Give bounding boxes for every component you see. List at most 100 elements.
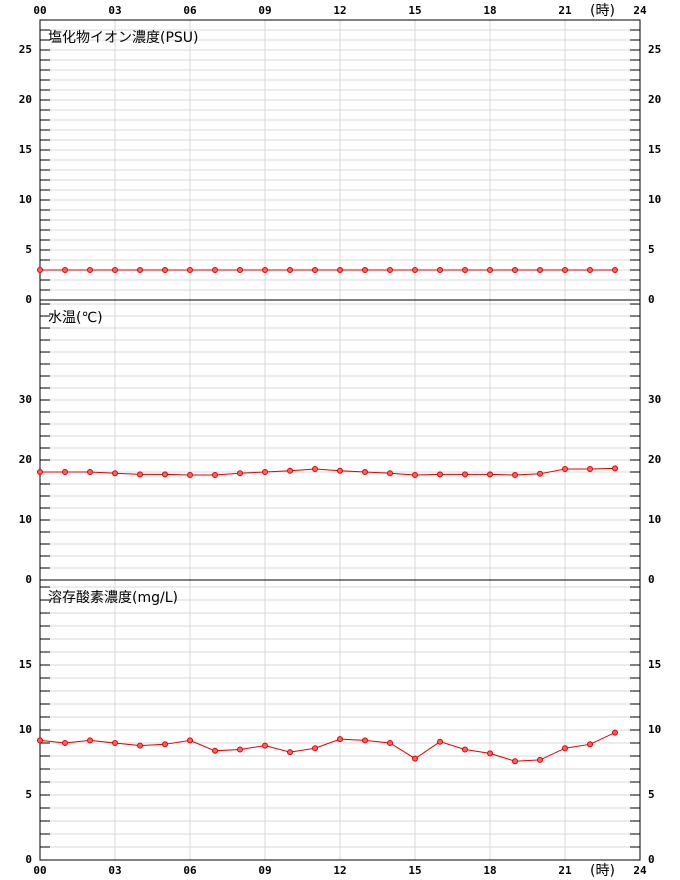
- y-tick-label: 10: [648, 513, 661, 526]
- data-point: [162, 267, 168, 273]
- x-tick-label: 15: [408, 4, 421, 17]
- data-point: [162, 471, 168, 478]
- x-tick-label: 00: [33, 864, 46, 877]
- data-point: [437, 471, 443, 478]
- panel-title: 塩化物イオン濃度(PSU): [48, 30, 199, 46]
- x-unit-label: (時): [590, 3, 615, 19]
- data-point: [212, 267, 218, 273]
- series-line: [40, 467, 616, 476]
- data-point: [187, 472, 193, 479]
- x-tick-label: 12: [333, 4, 346, 17]
- data-point: [37, 469, 43, 476]
- y-tick-label: 25: [19, 43, 32, 56]
- data-point: [512, 472, 518, 479]
- x-tick-label: 00: [33, 4, 46, 17]
- data-point: [412, 755, 418, 762]
- data-point: [212, 747, 218, 754]
- data-point: [537, 756, 543, 763]
- y-tick-label: 20: [648, 93, 661, 106]
- y-tick-label: 15: [648, 143, 661, 156]
- data-point: [512, 758, 518, 765]
- data-point: [312, 466, 318, 473]
- y-tick-label: 10: [648, 193, 661, 206]
- y-tick-label: 15: [19, 658, 32, 671]
- data-point: [337, 267, 343, 273]
- y-tick-label: 30: [19, 393, 32, 406]
- data-point: [362, 469, 368, 476]
- data-point: [562, 466, 568, 473]
- data-point: [237, 746, 243, 753]
- y-tick-label: 5: [25, 788, 32, 801]
- y-tick-label: 0: [648, 853, 655, 866]
- series-line: [39, 732, 616, 762]
- y-tick-label: 10: [19, 513, 32, 526]
- data-point: [312, 267, 318, 273]
- y-tick-label: 0: [648, 573, 655, 586]
- x-tick-label: 18: [483, 864, 496, 877]
- data-point: [37, 267, 43, 273]
- data-point: [612, 465, 618, 472]
- data-point: [462, 746, 468, 753]
- data-point: [337, 467, 343, 474]
- data-point: [162, 741, 168, 748]
- data-point: [612, 267, 618, 273]
- data-point: [487, 750, 493, 757]
- data-point: [362, 737, 368, 744]
- y-tick-label: 5: [648, 243, 655, 256]
- data-point: [312, 745, 318, 752]
- y-tick-label: 10: [19, 723, 32, 736]
- data-point: [137, 471, 143, 478]
- data-point: [512, 267, 518, 273]
- x-tick-label: 18: [483, 4, 496, 17]
- y-tick-label: 5: [25, 243, 32, 256]
- panel-title: 水温(℃): [48, 310, 103, 326]
- data-point: [562, 745, 568, 752]
- data-point: [62, 469, 68, 476]
- data-point: [612, 729, 618, 736]
- y-tick-label: 10: [648, 723, 661, 736]
- data-point: [237, 267, 243, 273]
- y-tick-label: 0: [25, 573, 32, 586]
- x-tick-label: 03: [108, 4, 121, 17]
- x-tick-label: 24: [633, 4, 647, 17]
- data-point: [87, 737, 93, 744]
- y-tick-label: 25: [648, 43, 661, 56]
- data-point: [37, 737, 43, 744]
- y-tick-label: 20: [19, 93, 32, 106]
- data-point: [137, 267, 143, 273]
- x-unit-label: (時): [590, 863, 615, 879]
- data-point: [487, 471, 493, 478]
- x-tick-label: 21: [558, 4, 572, 17]
- data-point: [487, 267, 493, 273]
- data-point: [287, 267, 293, 273]
- data-point: [587, 267, 593, 273]
- data-point: [337, 736, 343, 743]
- data-point: [587, 466, 593, 473]
- y-tick-label: 0: [25, 853, 32, 866]
- data-point: [462, 267, 468, 273]
- x-tick-label: 15: [408, 864, 421, 877]
- data-point: [537, 470, 543, 477]
- data-point: [137, 742, 143, 749]
- y-tick-label: 5: [648, 788, 655, 801]
- data-point: [87, 469, 93, 476]
- y-tick-label: 0: [25, 293, 32, 306]
- data-point: [237, 470, 243, 477]
- x-tick-label: 06: [183, 4, 197, 17]
- data-point: [287, 467, 293, 474]
- data-point: [412, 472, 418, 479]
- data-point: [462, 471, 468, 478]
- data-point: [187, 737, 193, 744]
- data-point: [362, 267, 368, 273]
- data-point: [587, 741, 593, 748]
- y-tick-label: 10: [19, 193, 32, 206]
- y-tick-label: 20: [648, 453, 661, 466]
- data-point: [262, 469, 268, 476]
- data-point: [62, 740, 68, 747]
- data-point: [112, 740, 118, 747]
- y-tick-label: 15: [648, 658, 661, 671]
- data-point: [387, 267, 393, 273]
- data-point: [87, 267, 93, 273]
- data-point: [562, 267, 568, 273]
